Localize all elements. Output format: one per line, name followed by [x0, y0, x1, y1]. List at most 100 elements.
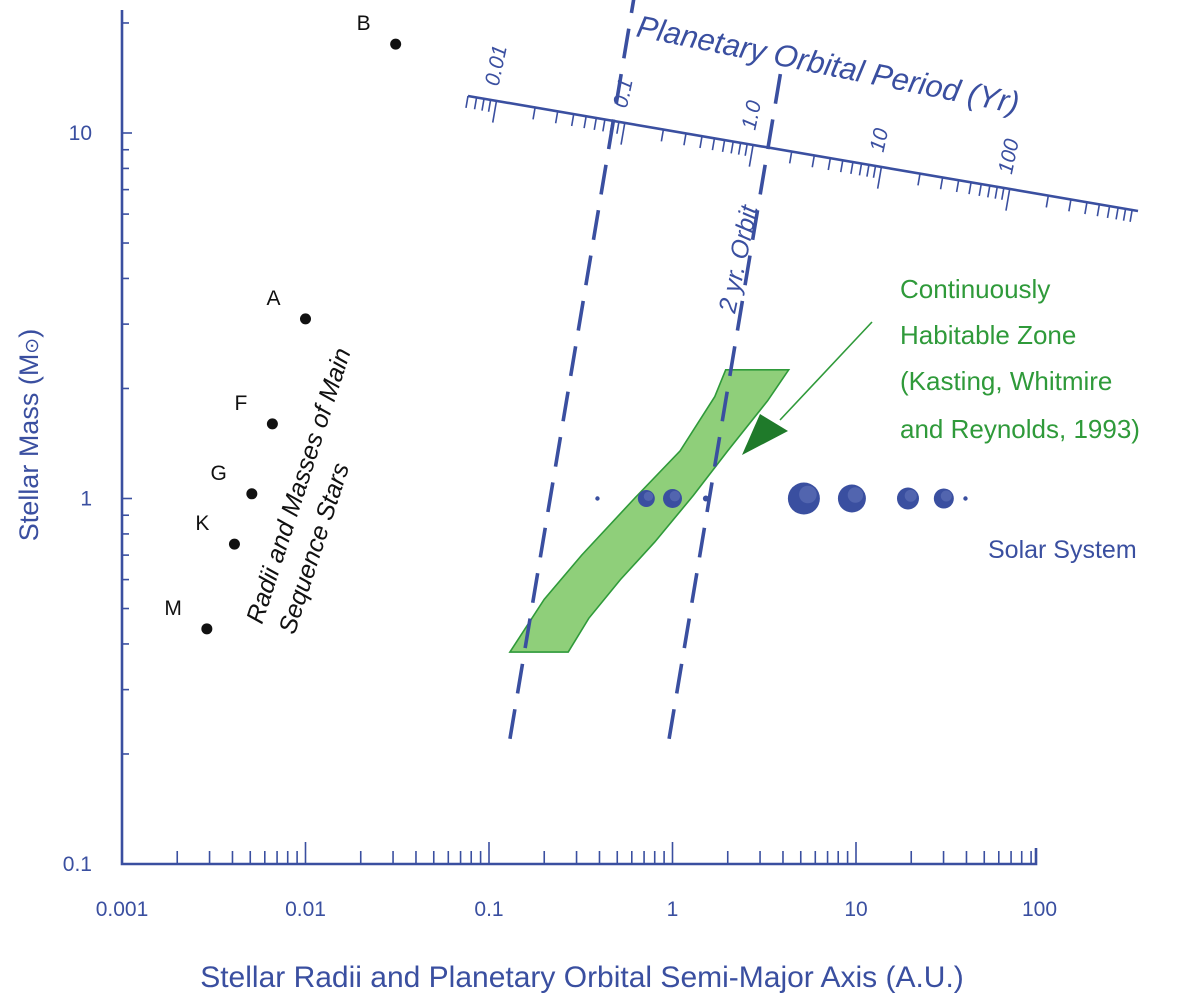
planet-highlight: [799, 485, 817, 504]
period-minor-tick: [465, 95, 469, 108]
period-minor-tick: [699, 136, 703, 149]
star-dot: [390, 38, 402, 50]
star-dot: [246, 488, 258, 500]
period-minor-tick: [683, 133, 687, 146]
planet-dot: [933, 488, 954, 509]
y-ticks-group: 0.1 1 10: [63, 22, 132, 876]
planet-dot: [787, 482, 820, 515]
period-minor-tick: [1129, 209, 1133, 222]
solar-system-planets: [595, 482, 968, 515]
star-class-label: B: [357, 12, 371, 35]
planet-highlight: [643, 491, 654, 502]
y-axis-title-main: Stellar Mass (M: [14, 354, 44, 542]
period-axis-line: [467, 94, 1139, 213]
planet-highlight: [669, 490, 681, 502]
period-minor-tick: [744, 143, 748, 156]
period-minor-tick: [866, 164, 870, 177]
period-minor-tick: [1122, 208, 1127, 221]
period-axis: 0.01 0.1 1.0 10 100: [465, 43, 1139, 222]
star-class-label: F: [235, 392, 248, 415]
planet-dot: [595, 496, 600, 501]
hz-label-line-2: Habitable Zone: [900, 320, 1076, 350]
period-minor-tick: [939, 177, 944, 190]
planet-dot: [896, 487, 919, 510]
period-minor-tick: [872, 165, 877, 178]
period-minor-tick: [978, 183, 983, 197]
period-minor-tick: [554, 111, 559, 124]
period-minor-tick: [827, 158, 832, 171]
star-class-label: K: [195, 512, 209, 535]
star-dot: [228, 538, 240, 550]
period-major-tick: [491, 100, 498, 123]
period-major-tick: [620, 122, 626, 145]
main-axes: [120, 10, 1038, 866]
period-minor-tick: [473, 97, 478, 110]
period-axis-title: Planetary Orbital Period (Yr): [634, 9, 1023, 121]
star-dot: [300, 313, 311, 325]
period-minor-tick: [660, 129, 665, 142]
hz-label-line-4: and Reynolds, 1993): [900, 414, 1140, 444]
period-minor-tick: [583, 116, 587, 129]
x-axis-title: Stellar Radii and Planetary Orbital Semi…: [200, 961, 964, 994]
period-minor-tick: [811, 155, 816, 168]
hz-callout-arrowhead: [742, 414, 788, 455]
constant-period-line: [508, 0, 636, 740]
period-minor-tick: [1096, 204, 1101, 217]
period-minor-tick: [487, 99, 492, 112]
two-year-orbit-label: 2 yr. Orbit: [713, 202, 763, 316]
period-minor-tick: [481, 98, 485, 111]
planet-highlight: [940, 490, 952, 502]
x-tick-label: 10: [844, 898, 867, 921]
star-class-label: A: [266, 287, 280, 310]
period-minor-tick: [711, 138, 716, 151]
planet-highlight: [904, 489, 917, 502]
period-tick-label: 10: [866, 126, 893, 154]
period-lines-group: [508, 0, 784, 740]
planet-dot: [702, 495, 709, 502]
solar-system-label: Solar System: [988, 536, 1137, 564]
hz-callout: Continuously Habitable Zone (Kasting, Wh…: [742, 274, 1140, 455]
period-minor-tick: [1001, 187, 1005, 200]
period-major-tick: [1005, 188, 1011, 211]
period-minor-tick: [968, 182, 972, 195]
period-minor-tick: [570, 114, 575, 127]
planet-dot: [637, 490, 655, 507]
main-sequence-label: Radii and Masses of Main Sequence Stars: [241, 338, 391, 637]
period-tick-label: 0.01: [481, 43, 512, 88]
star-dot: [266, 418, 278, 430]
habitable-zone-region: [508, 368, 791, 653]
period-tick-label: 1.0: [737, 98, 766, 132]
period-minor-tick: [955, 180, 960, 193]
period-minor-tick: [1045, 195, 1050, 208]
period-minor-tick: [602, 119, 606, 132]
period-minor-tick: [917, 173, 921, 186]
period-minor-tick: [1115, 207, 1119, 220]
y-axis-title: Stellar Mass (M⊙): [14, 329, 44, 541]
period-minor-tick: [1106, 205, 1111, 219]
period-minor-tick: [839, 160, 844, 173]
period-major-tick: [876, 166, 883, 189]
star-dot: [201, 623, 213, 635]
period-tick-label: 0.1: [609, 77, 638, 110]
hz-label-line-3: (Kasting, Whitmire: [900, 366, 1112, 396]
period-major-tick: [748, 144, 754, 167]
star-class-label: G: [210, 462, 226, 485]
planet-dot: [663, 489, 682, 508]
period-tick-label: 100: [994, 137, 1024, 176]
period-minor-tick: [730, 141, 734, 154]
y-axis-title-close: ): [14, 329, 44, 338]
period-minor-tick: [1084, 202, 1088, 215]
period-minor-tick: [593, 117, 598, 130]
planet-highlight: [847, 487, 864, 503]
planet-dot: [963, 496, 968, 501]
x-ticks-group: 0.001 0.01 0.1 1 10 100: [96, 842, 1057, 921]
main-sequence-stars: B A F G K M: [164, 12, 402, 635]
y-tick-label: 10: [69, 122, 92, 145]
period-minor-tick: [1068, 199, 1072, 212]
hz-label-line-1: Continuously: [900, 274, 1050, 304]
y-tick-label: 0.1: [63, 853, 92, 876]
period-minor-tick: [532, 107, 536, 120]
x-tick-label: 0.001: [96, 898, 149, 921]
x-tick-label: 0.01: [285, 898, 326, 921]
